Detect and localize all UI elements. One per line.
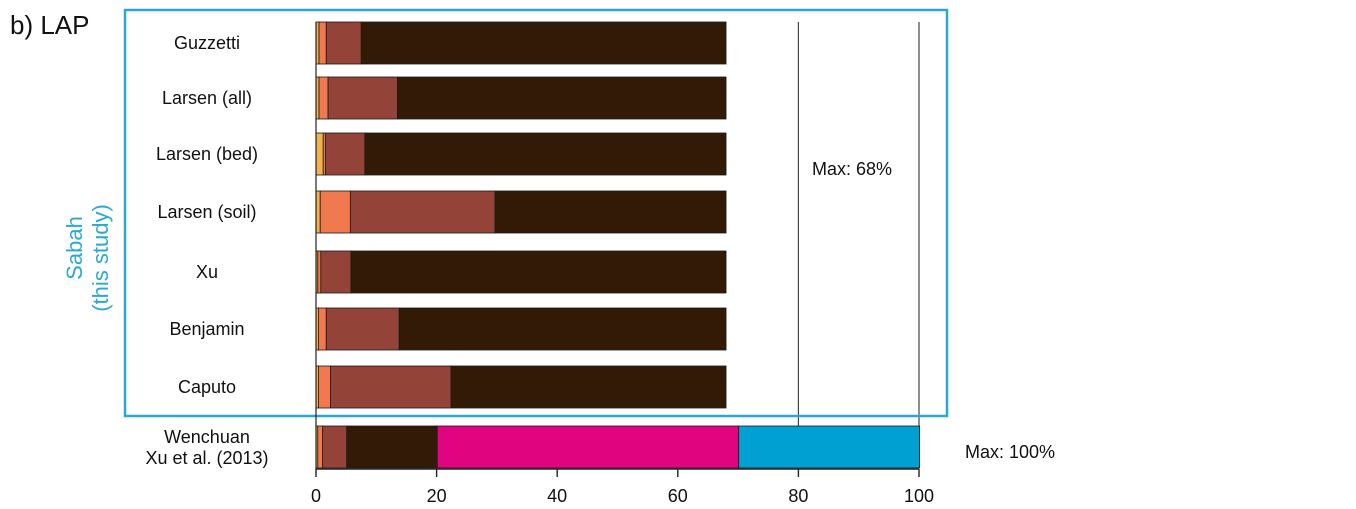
panel-label: b) LAP (10, 10, 90, 40)
bar-segment (738, 425, 921, 469)
category-label: Larsen (soil) (157, 202, 256, 222)
category-label: Benjamin (169, 319, 244, 339)
bar-row (315, 190, 727, 234)
sabah-group-frame (123, 8, 949, 418)
bar-segment (325, 307, 400, 351)
bar-segment (398, 307, 727, 351)
bar-segment (315, 132, 324, 176)
max-label-sabah: Max: 68% (812, 159, 892, 179)
category-label: Larsen (bed) (156, 144, 258, 164)
bar-row (315, 307, 727, 351)
category-label: Wenchuan Xu et al. (2013) (145, 427, 268, 468)
bar-segment (317, 425, 324, 469)
bar-segment (315, 190, 321, 234)
bar-segment (319, 190, 351, 234)
bar-row (315, 250, 727, 294)
bar-row (315, 365, 727, 409)
x-tick-label: 0 (311, 486, 321, 506)
bar-segment (327, 76, 398, 120)
bar-segment (325, 132, 366, 176)
x-tick-label: 40 (547, 486, 567, 506)
max-label-wenchuan: Max: 100% (965, 442, 1055, 462)
bar-segment (360, 21, 727, 65)
bar-segment (320, 250, 352, 294)
sabah-group-label: Sabah (this study) (62, 204, 113, 312)
x-tick-label: 20 (427, 486, 447, 506)
x-tick-label: 60 (668, 486, 688, 506)
category-label: Larsen (all) (162, 88, 252, 108)
bar-row (315, 425, 921, 469)
category-label: Xu (196, 262, 218, 282)
bar-segment (318, 365, 331, 409)
bar-segment (318, 21, 327, 65)
bars (315, 21, 921, 469)
bar-segment (346, 425, 438, 469)
bar-segment (318, 307, 327, 351)
x-tick-label: 100 (904, 486, 934, 506)
bar-segment (330, 365, 452, 409)
bar-segment (350, 250, 727, 294)
category-label: Guzzetti (174, 33, 240, 53)
group-label-line2: (this study) (88, 204, 113, 312)
bar-segment (436, 425, 740, 469)
bar-segment (325, 21, 362, 65)
bar-segment (450, 365, 727, 409)
bar-segment (318, 76, 329, 120)
group-label-line1: Sabah (62, 216, 87, 280)
x-axis: 0 20 40 60 80 100 (311, 22, 934, 506)
bar-segment (397, 76, 727, 120)
bar-row (315, 76, 727, 120)
bar-segment (349, 190, 496, 234)
gridlines (797, 22, 920, 468)
category-labels: Guzzetti Larsen (all) Larsen (bed) Larsen (… (145, 33, 268, 468)
bar-row (315, 132, 727, 176)
bar-segment (322, 425, 348, 469)
bar-row (315, 21, 727, 65)
x-tick-label: 80 (788, 486, 808, 506)
bar-segment (364, 132, 727, 176)
category-label: Caputo (178, 377, 236, 397)
bar-segment (317, 250, 322, 294)
bar-segment (494, 190, 727, 234)
